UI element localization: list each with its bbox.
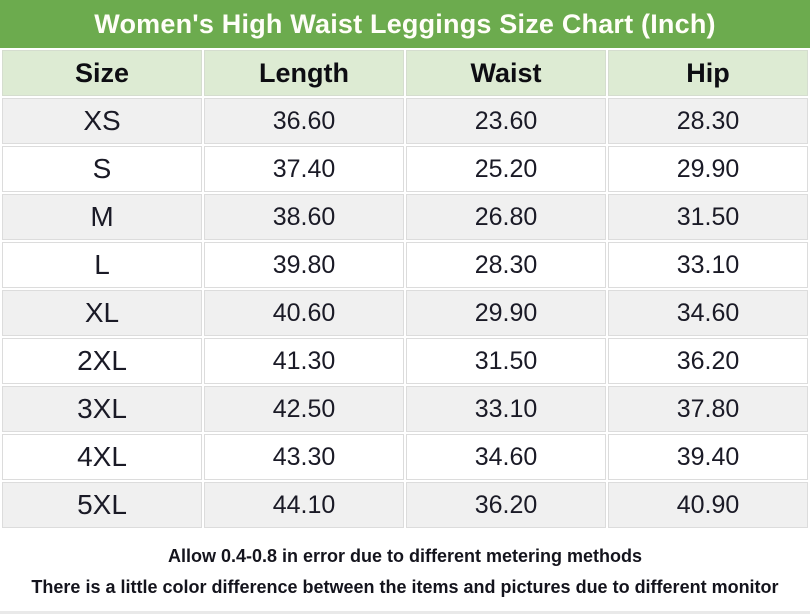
value-cell: 28.30 [608, 98, 808, 144]
table-row: 2XL 41.30 31.50 36.20 [2, 338, 808, 384]
value-cell: 39.40 [608, 434, 808, 480]
size-chart-table: Size Length Waist Hip XS 36.60 23.60 28.30 S… [0, 48, 810, 530]
value-cell: 44.10 [204, 482, 404, 528]
table-row: XL 40.60 29.90 34.60 [2, 290, 808, 336]
value-cell: 36.20 [608, 338, 808, 384]
value-cell: 40.90 [608, 482, 808, 528]
size-cell: S [2, 146, 202, 192]
value-cell: 31.50 [608, 194, 808, 240]
value-cell: 36.20 [406, 482, 606, 528]
size-cell: 5XL [2, 482, 202, 528]
value-cell: 41.30 [204, 338, 404, 384]
size-cell: L [2, 242, 202, 288]
size-cell: XS [2, 98, 202, 144]
column-header-waist: Waist [406, 50, 606, 96]
value-cell: 37.40 [204, 146, 404, 192]
note-error-tolerance: Allow 0.4-0.8 in error due to different … [167, 546, 643, 566]
column-header-length: Length [204, 50, 404, 96]
table-row: 4XL 43.30 34.60 39.40 [2, 434, 808, 480]
footer-notes: Allow 0.4-0.8 in error due to different … [0, 530, 810, 603]
value-cell: 40.60 [204, 290, 404, 336]
value-cell: 39.80 [204, 242, 404, 288]
title-bar: Women's High Waist Leggings Size Chart (… [0, 0, 810, 48]
value-cell: 34.60 [608, 290, 808, 336]
page-title: Women's High Waist Leggings Size Chart (… [94, 8, 716, 39]
value-cell: 28.30 [406, 242, 606, 288]
header-row: Size Length Waist Hip [2, 50, 808, 96]
value-cell: 37.80 [608, 386, 808, 432]
value-cell: 29.90 [608, 146, 808, 192]
table-row: S 37.40 25.20 29.90 [2, 146, 808, 192]
value-cell: 31.50 [406, 338, 606, 384]
size-cell: 3XL [2, 386, 202, 432]
table-row: XS 36.60 23.60 28.30 [2, 98, 808, 144]
note-color-difference: There is a little color difference betwe… [31, 577, 779, 597]
table-row: 3XL 42.50 33.10 37.80 [2, 386, 808, 432]
value-cell: 43.30 [204, 434, 404, 480]
column-header-size: Size [2, 50, 202, 96]
size-chart-header: Size Length Waist Hip [2, 50, 808, 96]
value-cell: 38.60 [204, 194, 404, 240]
value-cell: 36.60 [204, 98, 404, 144]
size-cell: 2XL [2, 338, 202, 384]
value-cell: 29.90 [406, 290, 606, 336]
table-row: M 38.60 26.80 31.50 [2, 194, 808, 240]
table-row: 5XL 44.10 36.20 40.90 [2, 482, 808, 528]
value-cell: 26.80 [406, 194, 606, 240]
size-cell: 4XL [2, 434, 202, 480]
column-header-hip: Hip [608, 50, 808, 96]
value-cell: 42.50 [204, 386, 404, 432]
value-cell: 34.60 [406, 434, 606, 480]
value-cell: 33.10 [406, 386, 606, 432]
size-table-body: XS 36.60 23.60 28.30 S 37.40 25.20 29.90 M 38.60 2… [2, 98, 808, 528]
value-cell: 23.60 [406, 98, 606, 144]
size-cell: M [2, 194, 202, 240]
table-row: L 39.80 28.30 33.10 [2, 242, 808, 288]
size-cell: XL [2, 290, 202, 336]
value-cell: 25.20 [406, 146, 606, 192]
value-cell: 33.10 [608, 242, 808, 288]
